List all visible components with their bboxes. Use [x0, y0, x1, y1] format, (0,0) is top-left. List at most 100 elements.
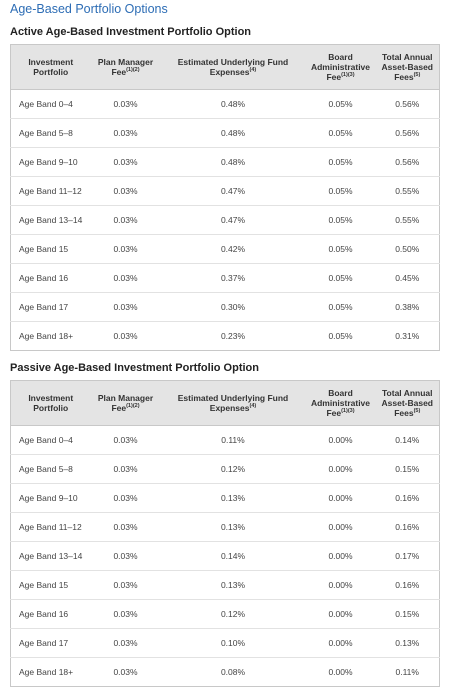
- fee-cell: 0.05%: [305, 205, 376, 235]
- column-header: Estimated Underlying Fund Expenses(4): [160, 44, 306, 90]
- fee-cell: 0.05%: [305, 263, 376, 293]
- header-row: Investment Portfolio Plan Manager Fee(1)(…: [10, 44, 440, 90]
- fee-cell: 0.00%: [305, 454, 376, 484]
- row-label: Age Band 15: [10, 234, 91, 264]
- fee-cell: 0.03%: [90, 118, 161, 148]
- fee-cell: 0.03%: [90, 541, 161, 571]
- fee-cell: 0.50%: [375, 234, 440, 264]
- fee-cell: 0.03%: [90, 205, 161, 235]
- fee-cell: 0.14%: [375, 425, 440, 455]
- column-header-text: Board Administrative Fee: [310, 52, 371, 82]
- fee-cell: 0.00%: [305, 483, 376, 513]
- data-row: Age Band 9–10 0.03% 0.13% 0.00% 0.16%: [10, 483, 440, 513]
- row-label: Age Band 18+: [10, 657, 91, 687]
- fee-cell: 0.03%: [90, 570, 161, 600]
- fee-cell: 0.03%: [90, 176, 161, 206]
- header-row: Investment Portfolio Plan Manager Fee(1)(…: [10, 380, 440, 426]
- data-row: Age Band 18+ 0.03% 0.08% 0.00% 0.11%: [10, 657, 440, 687]
- fee-cell: 0.00%: [305, 541, 376, 571]
- row-label: Age Band 9–10: [10, 147, 91, 177]
- fee-cell: 0.23%: [160, 321, 306, 351]
- footnote-ref: (1)(3): [341, 72, 355, 79]
- column-header: Plan Manager Fee(1)(2): [90, 44, 161, 90]
- column-header-text: Board Administrative Fee: [310, 388, 371, 418]
- fee-table: Investment Portfolio Plan Manager Fee(1)(…: [10, 380, 440, 687]
- fee-cell: 0.05%: [305, 321, 376, 351]
- column-header: Total Annual Asset-Based Fees(5): [375, 380, 440, 426]
- data-row: Age Band 15 0.03% 0.13% 0.00% 0.16%: [10, 570, 440, 600]
- fee-cell: 0.05%: [305, 176, 376, 206]
- fee-cell: 0.45%: [375, 263, 440, 293]
- row-label: Age Band 13–14: [10, 205, 91, 235]
- row-label: Age Band 15: [10, 570, 91, 600]
- fee-cell: 0.55%: [375, 205, 440, 235]
- fee-cell: 0.37%: [160, 263, 306, 293]
- row-label: Age Band 18+: [10, 321, 91, 351]
- fee-cell: 0.56%: [375, 89, 440, 119]
- column-header-text: Plan Manager Fee: [97, 57, 154, 77]
- fee-cell: 0.56%: [375, 118, 440, 148]
- row-label: Age Band 0–4: [10, 425, 91, 455]
- fee-cell: 0.03%: [90, 321, 161, 351]
- fee-cell: 0.15%: [375, 599, 440, 629]
- fee-cell: 0.08%: [160, 657, 306, 687]
- page-title: Age-Based Portfolio Options: [10, 2, 168, 16]
- fee-cell: 0.03%: [90, 234, 161, 264]
- fee-cell: 0.55%: [375, 176, 440, 206]
- footnote-ref: (4): [249, 403, 257, 410]
- footnote-ref: (1)(3): [341, 408, 355, 415]
- fee-cell: 0.13%: [375, 628, 440, 658]
- column-header-text: Total Annual Asset-Based Fees: [381, 52, 434, 82]
- fee-cell: 0.16%: [375, 483, 440, 513]
- data-row: Age Band 13–14 0.03% 0.47% 0.05% 0.55%: [10, 205, 440, 235]
- data-row: Age Band 0–4 0.03% 0.11% 0.00% 0.14%: [10, 425, 440, 455]
- fee-table: Investment Portfolio Plan Manager Fee(1)(…: [10, 44, 440, 351]
- fee-cell: 0.13%: [160, 570, 306, 600]
- fee-cell: 0.38%: [375, 292, 440, 322]
- fee-cell: 0.00%: [305, 657, 376, 687]
- column-header: Board Administrative Fee(1)(3): [305, 380, 376, 426]
- column-header: Investment Portfolio: [10, 380, 91, 426]
- fee-cell: 0.15%: [375, 454, 440, 484]
- data-row: Age Band 16 0.03% 0.12% 0.00% 0.15%: [10, 599, 440, 629]
- fee-cell: 0.05%: [305, 234, 376, 264]
- data-row: Age Band 5–8 0.03% 0.48% 0.05% 0.56%: [10, 118, 440, 148]
- fee-cell: 0.30%: [160, 292, 306, 322]
- data-row: Age Band 5–8 0.03% 0.12% 0.00% 0.15%: [10, 454, 440, 484]
- row-label: Age Band 17: [10, 292, 91, 322]
- fee-cell: 0.03%: [90, 628, 161, 658]
- fee-cell: 0.03%: [90, 512, 161, 542]
- fee-cell: 0.16%: [375, 512, 440, 542]
- column-header: Investment Portfolio: [10, 44, 91, 90]
- fee-cell: 0.56%: [375, 147, 440, 177]
- fee-cell: 0.00%: [305, 628, 376, 658]
- row-label: Age Band 5–8: [10, 118, 91, 148]
- data-row: Age Band 15 0.03% 0.42% 0.05% 0.50%: [10, 234, 440, 264]
- fee-cell: 0.03%: [90, 483, 161, 513]
- data-row: Age Band 11–12 0.03% 0.13% 0.00% 0.16%: [10, 512, 440, 542]
- fee-cell: 0.12%: [160, 454, 306, 484]
- fee-cell: 0.03%: [90, 292, 161, 322]
- active-section: Active Age-Based Investment Portfolio Op…: [10, 24, 440, 351]
- fee-cell: 0.11%: [160, 425, 306, 455]
- data-row: Age Band 0–4 0.03% 0.48% 0.05% 0.56%: [10, 89, 440, 119]
- column-header: Total Annual Asset-Based Fees(5): [375, 44, 440, 90]
- data-row: Age Band 9–10 0.03% 0.48% 0.05% 0.56%: [10, 147, 440, 177]
- fee-cell: 0.48%: [160, 147, 306, 177]
- row-label: Age Band 9–10: [10, 483, 91, 513]
- fee-cell: 0.03%: [90, 454, 161, 484]
- fee-cell: 0.05%: [305, 292, 376, 322]
- column-header-text: Investment Portfolio: [28, 57, 74, 77]
- fee-cell: 0.14%: [160, 541, 306, 571]
- row-label: Age Band 16: [10, 599, 91, 629]
- row-label: Age Band 13–14: [10, 541, 91, 571]
- fee-cell: 0.12%: [160, 599, 306, 629]
- data-row: Age Band 17 0.03% 0.10% 0.00% 0.13%: [10, 628, 440, 658]
- fee-cell: 0.03%: [90, 263, 161, 293]
- data-row: Age Band 11–12 0.03% 0.47% 0.05% 0.55%: [10, 176, 440, 206]
- table-heading: Passive Age-Based Investment Portfolio O…: [10, 362, 259, 374]
- fee-cell: 0.00%: [305, 599, 376, 629]
- row-label: Age Band 0–4: [10, 89, 91, 119]
- data-row: Age Band 13–14 0.03% 0.14% 0.00% 0.17%: [10, 541, 440, 571]
- column-header: Estimated Underlying Fund Expenses(4): [160, 380, 306, 426]
